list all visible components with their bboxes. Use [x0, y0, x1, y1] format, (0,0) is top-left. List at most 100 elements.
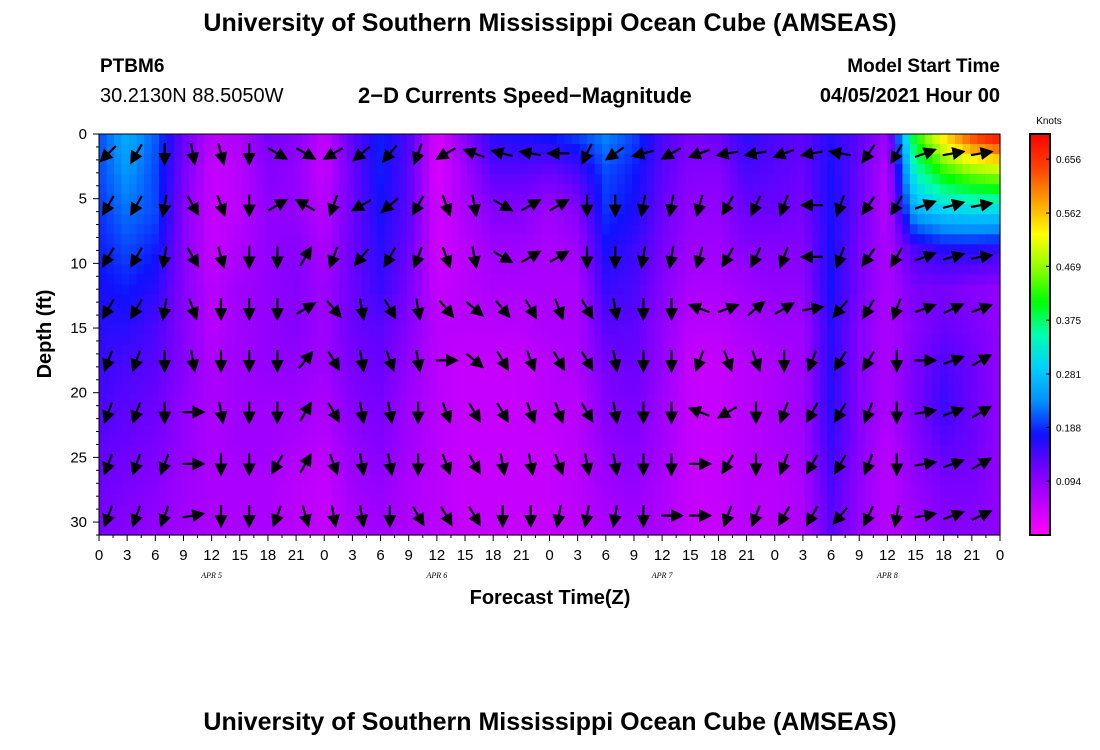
heatmap-cell [962, 274, 971, 285]
heatmap-cell [744, 414, 753, 426]
heatmap-cell [151, 184, 160, 195]
heatmap-cell [947, 384, 956, 396]
current-vector-arrow [693, 350, 707, 373]
heatmap-cell [744, 294, 753, 306]
heatmap-cell [541, 334, 551, 346]
heatmap-cell [894, 234, 903, 245]
heatmap-cell [459, 494, 468, 506]
heatmap-cell [189, 294, 198, 306]
heatmap-cell [654, 334, 663, 346]
heatmap-cell [121, 454, 130, 466]
heatmap-cell [579, 274, 588, 285]
heatmap-cell [196, 214, 205, 225]
heatmap-cell [752, 294, 761, 306]
heatmap-cell [707, 524, 716, 536]
heatmap-cell [129, 374, 138, 386]
heatmap-cell [752, 234, 761, 245]
heatmap-cell [264, 404, 273, 416]
heatmap-cell [684, 184, 693, 195]
heatmap-cell [602, 254, 611, 265]
heatmap-cell [249, 414, 258, 426]
heatmap-cell [211, 384, 220, 396]
heatmap-cell [729, 384, 738, 396]
heatmap-cell [226, 244, 235, 255]
heatmap-cell [849, 344, 858, 356]
heatmap-cell [729, 234, 738, 245]
heatmap-cell [879, 414, 888, 426]
heatmap-cell [166, 284, 175, 296]
heatmap-cell [301, 464, 310, 476]
heatmap-cell [414, 244, 423, 255]
heatmap-cell [526, 134, 536, 145]
heatmap-cell [819, 314, 828, 326]
heatmap-cell [481, 304, 491, 316]
heatmap-cell [459, 404, 468, 416]
heatmap-cell [174, 244, 183, 255]
heatmap-cell [136, 164, 145, 175]
current-vector-arrow [581, 143, 594, 165]
heatmap-cell [714, 484, 723, 496]
heatmap-cell [391, 234, 400, 245]
heatmap-cell [331, 474, 340, 486]
heatmap-cell [872, 394, 881, 406]
heatmap-cell [534, 504, 543, 516]
heatmap-cell [174, 524, 183, 536]
heatmap-cell [526, 334, 536, 346]
heatmap-cell [534, 134, 543, 145]
heatmap-cell [136, 414, 145, 426]
heatmap-cell [909, 194, 919, 205]
current-vector-arrow [580, 402, 594, 424]
heatmap-cell [151, 414, 160, 426]
heatmap-cell [519, 384, 528, 396]
heatmap-cell [572, 284, 581, 296]
heatmap-cell [339, 394, 348, 406]
heatmap-cell [369, 414, 378, 426]
heatmap-cell [189, 374, 198, 386]
heatmap-cell [759, 454, 768, 466]
heatmap-cell [219, 214, 228, 225]
heatmap-cell [872, 204, 881, 215]
heatmap-cell [406, 344, 415, 356]
heatmap-cell [677, 134, 686, 145]
heatmap-cell [774, 504, 783, 516]
heatmap-cell [939, 444, 949, 456]
heatmap-cell [879, 234, 888, 245]
heatmap-cell [114, 134, 123, 145]
heatmap-cell [219, 144, 228, 155]
heatmap-cell [339, 344, 348, 356]
heatmap-cell [256, 364, 265, 376]
heatmap-cell [692, 344, 701, 356]
heatmap-cell [196, 364, 205, 376]
heatmap-cell [662, 424, 671, 436]
heatmap-cell [496, 264, 506, 275]
heatmap-cell [827, 384, 836, 396]
heatmap-cell [459, 414, 468, 426]
heatmap-cell [286, 194, 295, 205]
heatmap-cell [714, 444, 723, 456]
heatmap-cell [684, 204, 693, 215]
heatmap-cell [902, 464, 911, 476]
heatmap-cell [144, 134, 153, 145]
heatmap-cell [309, 354, 318, 366]
heatmap-cell [196, 394, 205, 406]
current-vector-arrow [130, 143, 143, 165]
heatmap-cell [969, 304, 979, 316]
heatmap-cell [151, 214, 160, 225]
heatmap-cell [136, 514, 145, 526]
heatmap-cell [699, 224, 708, 235]
heatmap-cell [557, 134, 566, 145]
heatmap-cell [954, 164, 964, 175]
heatmap-cell [699, 234, 708, 245]
heatmap-cell [669, 424, 678, 436]
heatmap-cell [894, 284, 903, 296]
heatmap-cell [767, 394, 776, 406]
heatmap-cell [511, 254, 521, 265]
heatmap-cell [384, 394, 393, 406]
heatmap-cell [669, 504, 678, 516]
heatmap-cell [421, 144, 430, 155]
heatmap-cell [114, 334, 123, 346]
heatmap-cell [602, 264, 611, 275]
heatmap-cell [226, 474, 235, 486]
heatmap-cell [707, 364, 716, 376]
heatmap-cell [444, 374, 453, 386]
